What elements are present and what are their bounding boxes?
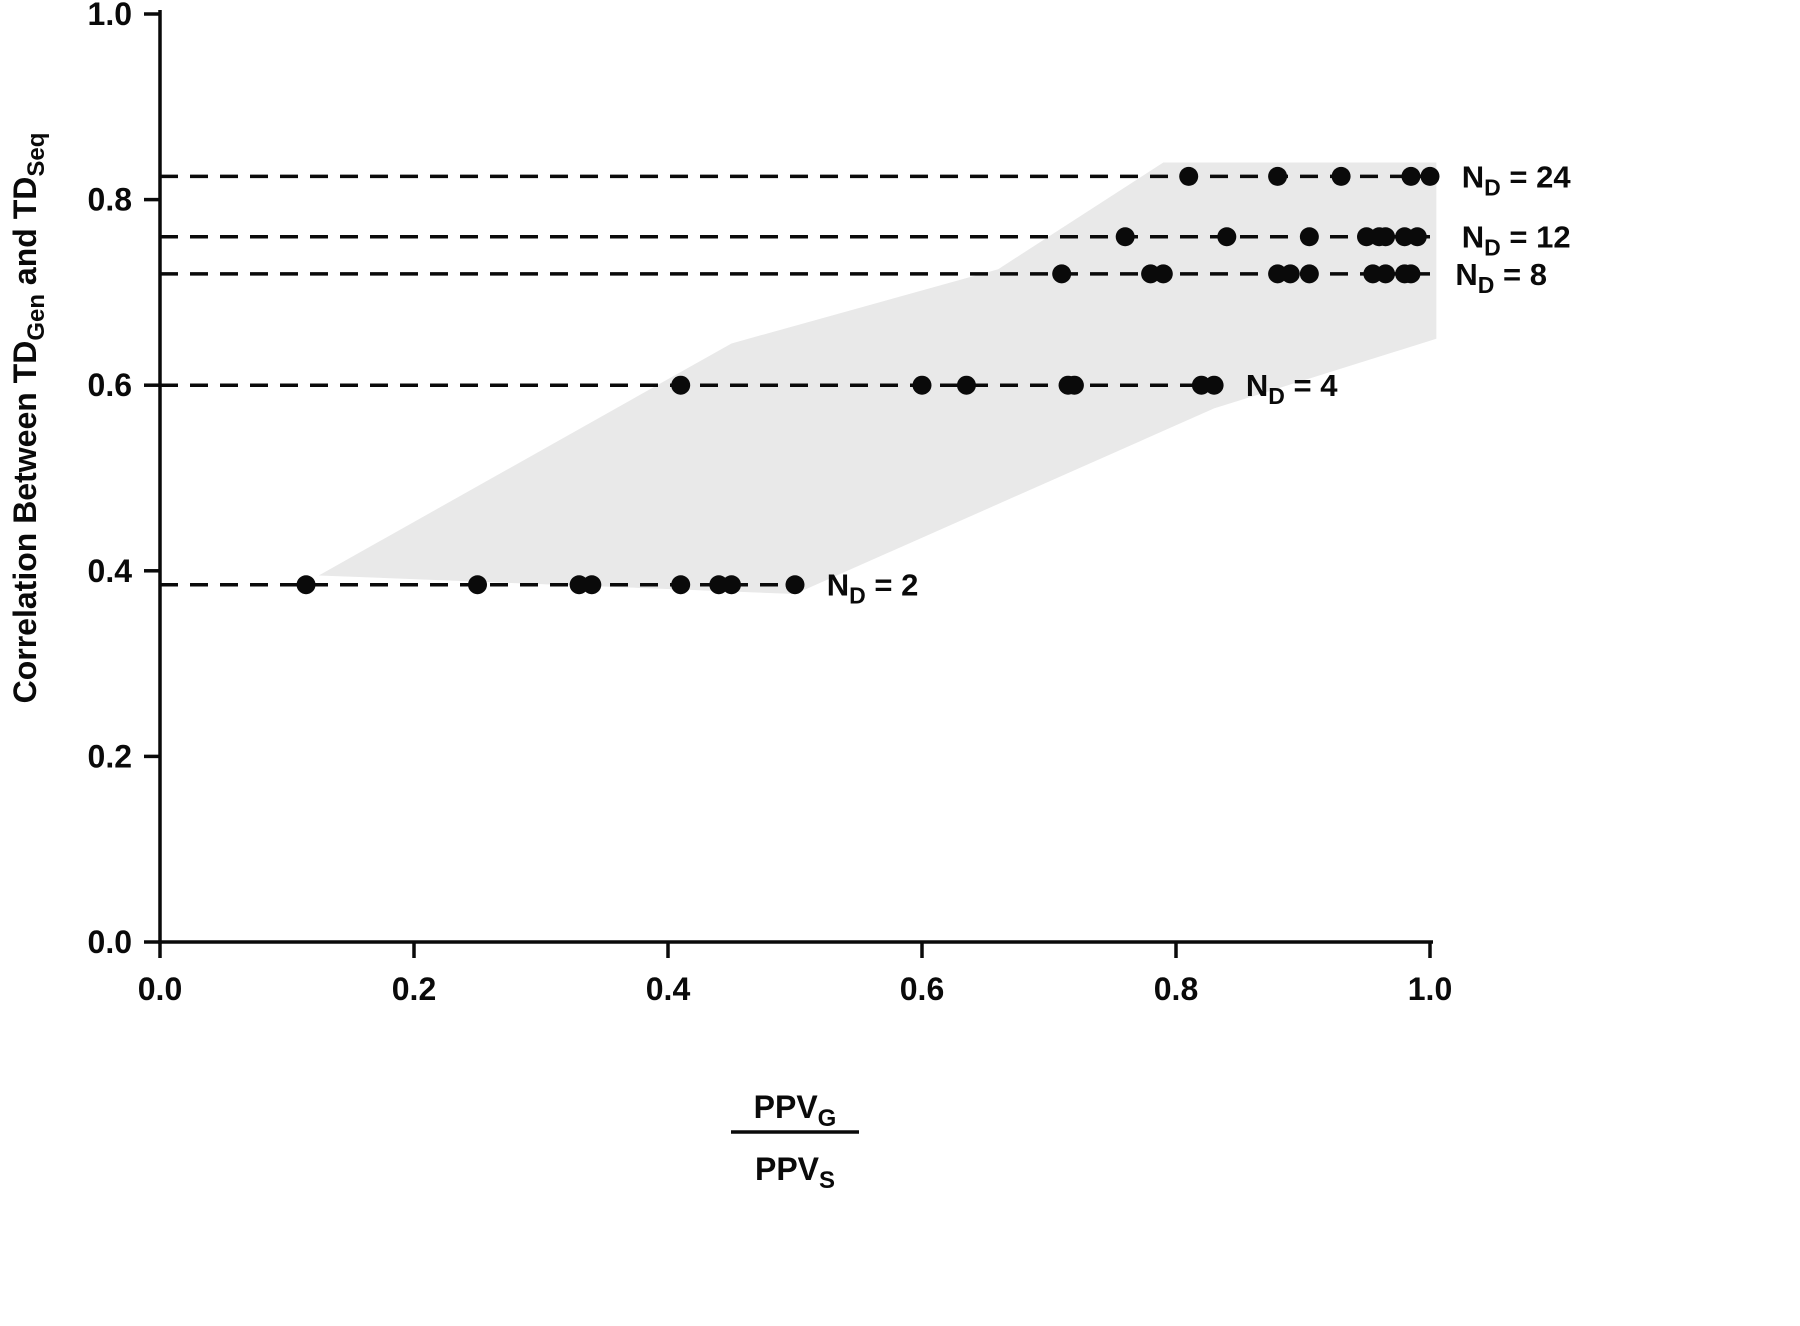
scatter-point <box>1331 166 1351 186</box>
y-tick-label: 0.4 <box>88 553 133 589</box>
scatter-point <box>1064 375 1084 395</box>
scatter-point <box>671 375 691 395</box>
scatter-point <box>1204 375 1224 395</box>
scatter-point <box>1052 264 1072 284</box>
series-label: ND = 4 <box>1246 368 1338 409</box>
x-axis-title: PPVG PPVS <box>731 1089 859 1194</box>
y-tick-label: 0.6 <box>88 367 132 403</box>
scatter-point <box>1280 264 1300 284</box>
x-tick-label: 1.0 <box>1408 971 1452 1007</box>
scatter-point <box>956 375 976 395</box>
scatter-point <box>1420 166 1440 186</box>
scatter-point <box>912 375 932 395</box>
y-tick-label: 1.0 <box>88 0 132 32</box>
scatter-point <box>1115 227 1135 247</box>
series-label: ND = 2 <box>827 568 919 609</box>
series-label: ND = 12 <box>1462 220 1571 261</box>
scatter-point <box>1401 166 1421 186</box>
x-axis-title-numerator: PPVG <box>754 1089 837 1132</box>
series-label: ND = 8 <box>1455 257 1547 298</box>
scatter-point <box>1153 264 1173 284</box>
scatter-point <box>1268 166 1288 186</box>
scatter-point <box>582 575 602 595</box>
confidence-band <box>318 162 1437 595</box>
scatter-point <box>1299 264 1319 284</box>
x-tick-label: 0.4 <box>646 971 691 1007</box>
scatter-point <box>296 575 316 595</box>
scatter-point <box>468 575 487 595</box>
scatter-point <box>722 575 741 595</box>
series-label: ND = 24 <box>1462 159 1572 200</box>
scatter-point <box>1401 264 1421 284</box>
y-tick-label: 0.2 <box>88 738 132 774</box>
scatter-point <box>1376 264 1396 284</box>
x-tick-label: 0.0 <box>138 971 182 1007</box>
y-tick-label: 0.0 <box>88 924 132 960</box>
scatter-point <box>671 575 691 595</box>
x-tick-label: 0.2 <box>392 971 436 1007</box>
scatter-point <box>1407 227 1427 247</box>
x-tick-label: 0.6 <box>900 971 944 1007</box>
scatter-point <box>1299 227 1319 247</box>
x-tick-label: 0.8 <box>1154 971 1198 1007</box>
y-tick-label: 0.8 <box>88 182 132 218</box>
x-axis-title-denominator: PPVS <box>755 1151 835 1194</box>
y-axis-title: Correlation Between TDGen and TDSeq <box>7 133 50 704</box>
scatter-point <box>1376 227 1396 247</box>
scatter-point <box>1179 166 1199 186</box>
scatter-point <box>1217 227 1237 247</box>
scatter-point <box>785 575 805 595</box>
